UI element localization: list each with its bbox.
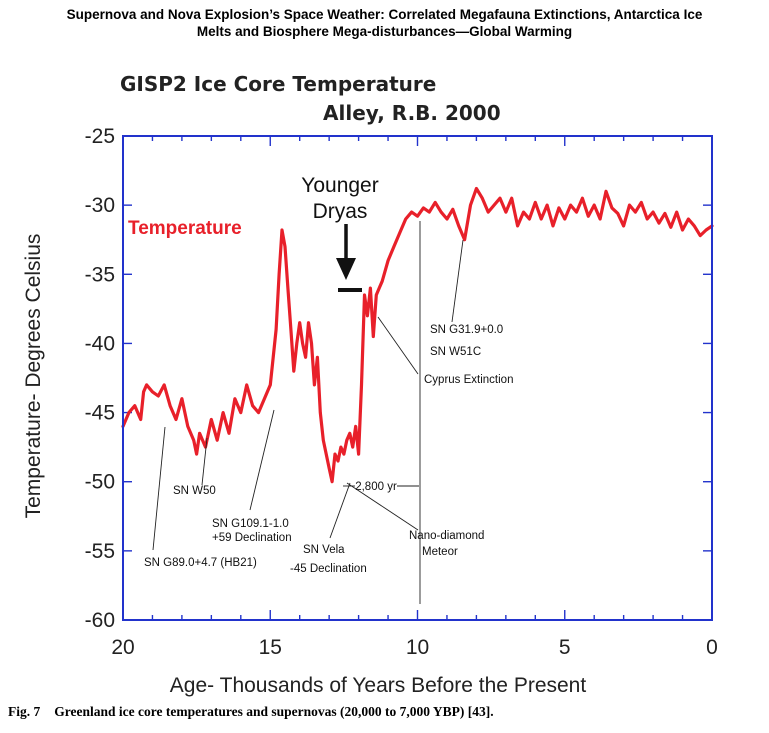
x-tick-labels: 20 15 10 5 0 (111, 636, 718, 659)
header-line-2: Melts and Biosphere Mega-disturbances—Gl… (196, 24, 573, 39)
x-tick-label: 5 (559, 636, 571, 659)
chart-title: GISP2 Ice Core Temperature (120, 72, 436, 96)
leader-cyprus (377, 316, 419, 375)
axis-ticks (122, 135, 713, 621)
label-nano-diamond-line1: Nano-diamond (409, 530, 484, 542)
temperature-series-line (121, 186, 714, 484)
label-nano-diamond-line2: Meteor (422, 546, 458, 558)
x-tick-label: 20 (111, 636, 134, 659)
y-tick-label: -40 (85, 332, 115, 355)
leader-sn-w50 (201, 437, 208, 486)
x-axis-label: Age- Thousands of Years Before the Prese… (170, 674, 587, 697)
leader-nano-diamond (346, 482, 419, 531)
y-tick-label: -50 (85, 471, 115, 494)
label-sn-g89: SN G89.0+4.7 (HB21) (144, 557, 257, 569)
y-tick-label: -25 (85, 125, 115, 148)
label-sn-vela-line1: SN Vela (303, 544, 345, 556)
label-sn-g109-line1: SN G109.1-1.0 (212, 518, 289, 530)
leader-sn-vela (329, 482, 351, 539)
y-tick-label: -30 (85, 194, 115, 217)
y-tick-labels: -25 -30 -35 -40 -45 -50 -55 -60 (85, 125, 115, 632)
label-sn-vela-line2: -45 Declination (290, 563, 367, 575)
figure-caption: Fig. 7 Greenland ice core temperatures an… (8, 704, 494, 720)
figure-number: Fig. 7 (8, 704, 41, 719)
younger-dryas-label-line2: Dryas (313, 200, 368, 223)
leader-sn-g109 (249, 409, 275, 511)
interval-label: 2,800 yr (355, 481, 397, 493)
y-tick-label: -45 (85, 402, 115, 425)
y-axis-label: Temperature- Degrees Celsius (22, 234, 45, 519)
plot-frame (122, 135, 713, 621)
y-tick-label: -35 (85, 263, 115, 286)
document-header: Supernova and Nova Explosion’s Space Wea… (0, 6, 769, 40)
y-tick-label: -55 (85, 540, 115, 563)
younger-dryas-label-line1: Younger (301, 174, 378, 197)
label-sn-g31: SN G31.9+0.0 (430, 324, 503, 336)
label-cyprus-extinction: Cyprus Extinction (424, 374, 513, 386)
annotation-leader-lines (152, 221, 464, 604)
y-tick-label: -60 (85, 609, 115, 632)
figure-caption-text: Greenland ice core temperatures and supe… (54, 704, 494, 719)
label-sn-w50: SN W50 (173, 485, 216, 497)
leader-sn-g31 (451, 239, 464, 323)
label-sn-w51c: SN W51C (430, 346, 481, 358)
label-sn-g109-line2: +59 Declination (212, 532, 292, 544)
x-tick-label: 15 (259, 636, 282, 659)
younger-dryas-arrow-icon (336, 258, 356, 280)
legend-temperature: Temperature (128, 218, 242, 239)
x-tick-label: 10 (406, 636, 429, 659)
leader-sn-g89 (152, 426, 166, 551)
header-line-1: Supernova and Nova Explosion’s Space Wea… (66, 7, 703, 22)
x-tick-label: 0 (706, 636, 718, 659)
chart-subtitle: Alley, R.B. 2000 (323, 101, 501, 125)
